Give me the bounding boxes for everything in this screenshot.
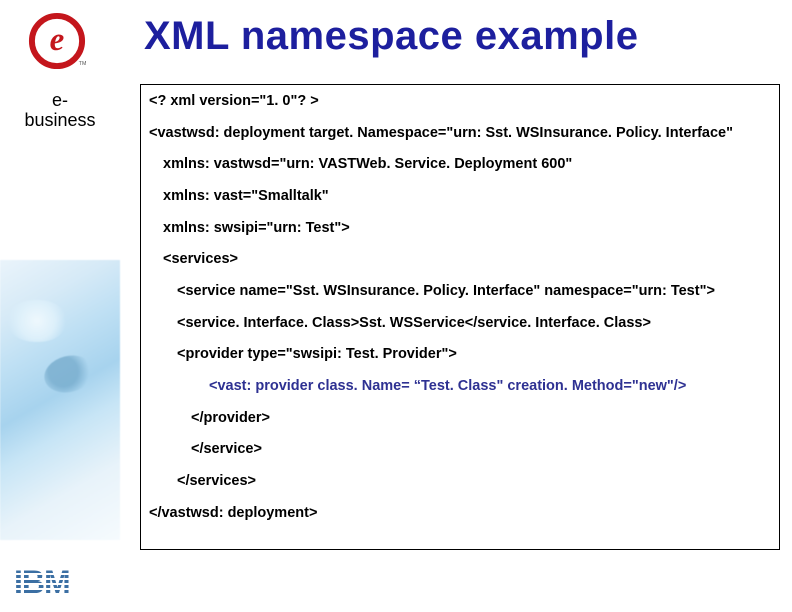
- code-line: </vastwsd: deployment>: [149, 505, 775, 522]
- code-line: xmlns: swsipi="urn: Test">: [149, 220, 775, 237]
- code-line: </provider>: [149, 410, 775, 427]
- svg-text:TM: TM: [79, 61, 87, 67]
- code-line: <service. Interface. Class>Sst. WSServic…: [149, 315, 775, 332]
- slide: e TM e- business IBM: [0, 0, 792, 612]
- code-line: xmlns: vastwsd="urn: VASTWeb. Service. D…: [149, 156, 775, 173]
- ibm-logo-icon: IBM: [14, 562, 104, 602]
- code-line: <services>: [149, 251, 775, 268]
- decorative-photo: [0, 260, 120, 540]
- code-line: <vastwsd: deployment target. Namespace="…: [149, 125, 775, 142]
- code-line: <provider type="swsipi: Test. Provider">: [149, 346, 775, 363]
- ebiz-line1: e-: [52, 90, 68, 110]
- e-business-label: e- business: [16, 90, 104, 130]
- code-line: <? xml version="1. 0"? >: [149, 93, 775, 110]
- slide-title: XML namespace example: [144, 14, 638, 59]
- left-strip: e TM e- business IBM: [0, 0, 120, 612]
- code-line: </services>: [149, 473, 775, 490]
- code-line: <vast: provider class. Name= “Test. Clas…: [149, 378, 775, 395]
- svg-text:e: e: [50, 22, 65, 58]
- code-line: <service name="Sst. WSInsurance. Policy.…: [149, 283, 775, 300]
- e-business-logo-icon: e TM: [24, 8, 90, 74]
- code-line: </service>: [149, 441, 775, 458]
- code-line: xmlns: vast="Smalltalk": [149, 188, 775, 205]
- code-box: <? xml version="1. 0"? > <vastwsd: deplo…: [140, 84, 780, 550]
- ebiz-line2: business: [24, 110, 95, 130]
